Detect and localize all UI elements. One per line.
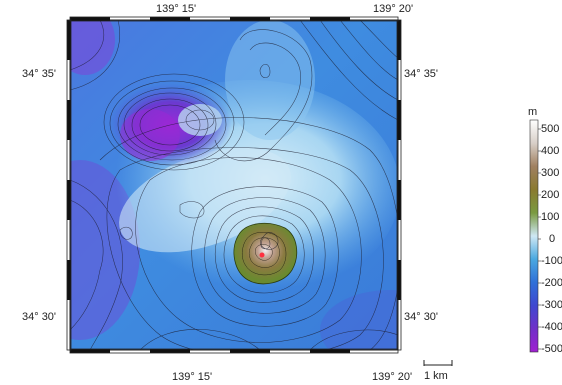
summit-marker [259, 252, 265, 258]
colorbar-tick-label: -300 [541, 299, 562, 311]
colorbar-tick-label: 0 [549, 233, 556, 245]
lat-label-left-2: 34° 30' [22, 311, 57, 323]
lon-label-top-2: 139° 20' [373, 3, 414, 15]
relief-area [70, 20, 398, 350]
colorbar-unit: m [528, 106, 538, 118]
lon-label-bottom-1: 139° 15' [172, 371, 213, 383]
graticule-border [67, 17, 401, 353]
colorbar-tick-label: 500 [541, 123, 560, 135]
colorbar-tick-label: -100 [541, 255, 562, 267]
lon-label-bottom-2: 139° 20' [372, 371, 413, 383]
lon-label-top-1: 139° 15' [156, 3, 197, 15]
colorbar-tick-label: 200 [541, 189, 560, 201]
colorbar-tick-label: -200 [541, 277, 562, 289]
colorbar-tick-label: 100 [541, 211, 560, 223]
scale-bar-label: 1 km [424, 370, 448, 382]
colorbar-tick-label: -500 [541, 343, 562, 355]
colorbar-tick-label: 400 [541, 145, 560, 157]
colorbar-scale [529, 119, 539, 353]
lat-label-right-1: 34° 35' [404, 68, 439, 80]
colorbar-tick-label: -400 [541, 321, 562, 333]
colorbar-ticks [538, 128, 541, 350]
scale-bar [423, 360, 453, 366]
colorbar-tick-label: 300 [541, 167, 560, 179]
lat-label-right-2: 34° 30' [404, 311, 439, 323]
lat-label-left-1: 34° 35' [22, 68, 57, 80]
